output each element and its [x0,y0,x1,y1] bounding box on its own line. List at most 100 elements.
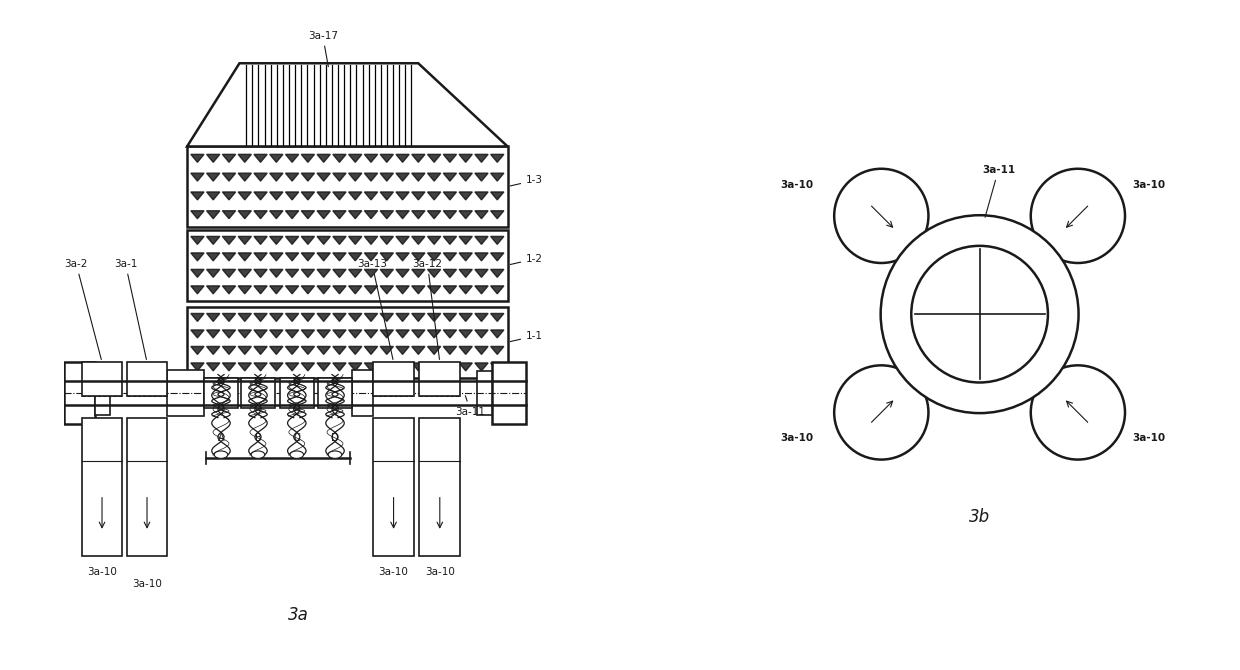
Text: 3a-13: 3a-13 [357,259,393,360]
Polygon shape [443,346,456,354]
Polygon shape [491,314,503,322]
Polygon shape [191,314,205,322]
Polygon shape [459,173,472,181]
Polygon shape [443,286,456,294]
Polygon shape [365,253,378,261]
Polygon shape [317,173,330,181]
Polygon shape [285,314,299,322]
Polygon shape [332,314,346,322]
Circle shape [835,169,929,263]
Polygon shape [396,346,409,354]
Polygon shape [301,286,315,294]
Text: 3a-10: 3a-10 [87,567,117,577]
Polygon shape [238,346,252,354]
Polygon shape [459,192,472,200]
Polygon shape [396,237,409,245]
Polygon shape [443,330,456,338]
Polygon shape [428,330,440,338]
Polygon shape [317,269,330,277]
Text: 1-2: 1-2 [511,254,543,265]
Polygon shape [191,330,205,338]
Polygon shape [222,173,236,181]
Polygon shape [317,363,330,371]
Polygon shape [443,211,456,218]
Polygon shape [396,314,409,322]
Polygon shape [238,154,252,162]
Polygon shape [428,269,440,277]
Polygon shape [332,286,346,294]
Polygon shape [270,192,283,200]
Polygon shape [381,286,393,294]
Text: 1-1: 1-1 [511,331,543,342]
Polygon shape [191,253,205,261]
Polygon shape [475,253,489,261]
Polygon shape [459,314,472,322]
Polygon shape [301,154,315,162]
Bar [419,362,460,396]
Polygon shape [238,211,252,218]
Polygon shape [285,192,299,200]
Polygon shape [254,346,267,354]
Polygon shape [365,346,378,354]
Polygon shape [412,211,425,218]
Polygon shape [491,173,503,181]
Polygon shape [191,154,205,162]
Polygon shape [332,253,346,261]
Polygon shape [207,253,219,261]
Text: 3a-10: 3a-10 [1132,180,1166,190]
Polygon shape [238,237,252,245]
Polygon shape [332,237,346,245]
Polygon shape [191,211,205,218]
Ellipse shape [290,451,304,458]
Bar [352,370,373,417]
Bar [82,417,123,556]
Polygon shape [428,346,440,354]
Polygon shape [381,363,393,371]
Polygon shape [396,154,409,162]
Polygon shape [238,192,252,200]
Polygon shape [381,330,393,338]
Polygon shape [475,211,489,218]
Ellipse shape [329,451,342,458]
Polygon shape [381,154,393,162]
Text: 3a-10: 3a-10 [1132,433,1166,443]
Polygon shape [332,330,346,338]
Polygon shape [270,314,283,322]
Polygon shape [412,253,425,261]
Polygon shape [270,237,283,245]
Polygon shape [222,192,236,200]
Bar [126,417,167,556]
Polygon shape [365,314,378,322]
Polygon shape [254,286,267,294]
Polygon shape [285,330,299,338]
Text: 1-3: 1-3 [511,176,543,186]
Polygon shape [412,269,425,277]
Polygon shape [191,269,205,277]
Polygon shape [396,173,409,181]
Polygon shape [348,211,362,218]
Polygon shape [475,346,489,354]
Polygon shape [222,253,236,261]
Polygon shape [254,314,267,322]
Polygon shape [301,330,315,338]
Polygon shape [191,192,205,200]
Polygon shape [459,286,472,294]
Polygon shape [428,211,440,218]
Polygon shape [332,346,346,354]
Polygon shape [254,192,267,200]
Polygon shape [270,154,283,162]
Polygon shape [443,253,456,261]
Polygon shape [365,330,378,338]
Polygon shape [222,363,236,371]
Polygon shape [238,253,252,261]
Polygon shape [348,314,362,322]
Polygon shape [491,286,503,294]
Polygon shape [412,173,425,181]
Polygon shape [254,363,267,371]
Circle shape [880,215,1079,413]
Bar [373,362,414,396]
Polygon shape [207,346,219,354]
Polygon shape [365,173,378,181]
Polygon shape [412,192,425,200]
Bar [419,417,460,556]
